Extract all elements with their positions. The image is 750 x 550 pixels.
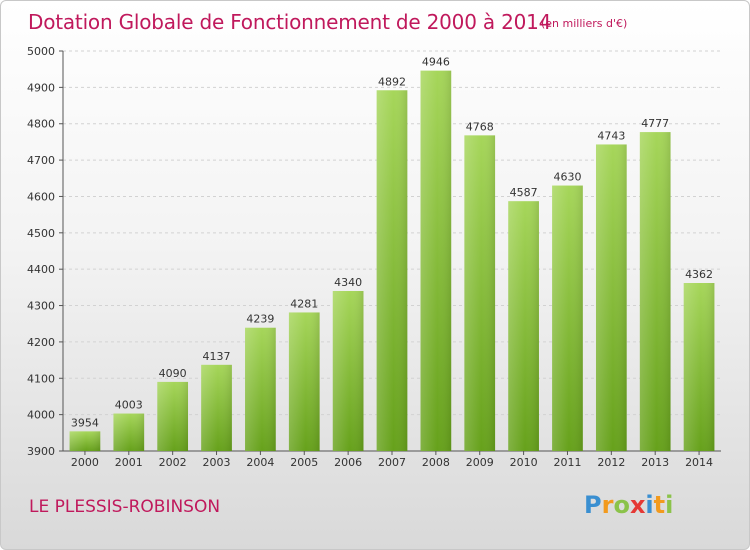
x-tick-label: 2001 <box>115 456 143 469</box>
chart-subtitle: (en milliers d'€) <box>541 17 628 30</box>
y-tick-label: 4100 <box>27 372 55 385</box>
bar-shade <box>157 381 189 451</box>
x-tick-label: 2010 <box>510 456 538 469</box>
y-tick-label: 4000 <box>27 409 55 422</box>
bar-value-label: 4362 <box>685 268 713 281</box>
bar-value-label: 4630 <box>553 171 581 184</box>
y-tick-label: 4600 <box>27 190 55 203</box>
y-tick-label: 4700 <box>27 154 55 167</box>
bar-value-label: 4137 <box>203 350 231 363</box>
town-name: LE PLESSIS-ROBINSON <box>29 497 221 517</box>
bar-value-label: 4777 <box>641 117 669 130</box>
bar-value-label: 4892 <box>378 75 406 88</box>
bar-shade <box>683 283 715 451</box>
x-tick-label: 2012 <box>597 456 625 469</box>
bar-shade <box>420 70 452 452</box>
y-tick-label: 3900 <box>27 445 55 458</box>
value-labels: 3954 4003 4090 4137 4239 4281 4340 4892 4946 4768… <box>71 56 713 430</box>
bar-value-label: 3954 <box>71 416 99 429</box>
bar-value-label: 4768 <box>466 120 494 133</box>
x-tick-label: 2011 <box>553 456 581 469</box>
bar-shade <box>376 90 408 451</box>
bar-value-label: 4281 <box>290 297 318 310</box>
x-tick-label: 2007 <box>378 456 406 469</box>
y-tick-labels: 3900 4000 4100 4200 4300 4400 4500 4600 4700 4800… <box>27 45 55 458</box>
y-tick-label: 4400 <box>27 263 55 276</box>
proxiti-logo[interactable]: Proxiti <box>584 491 674 519</box>
bar-shade <box>332 291 364 451</box>
bar-value-label: 4003 <box>115 399 143 412</box>
bars <box>69 70 715 452</box>
x-tick-label: 2013 <box>641 456 669 469</box>
x-tick-label: 2003 <box>203 456 231 469</box>
bar-shade <box>245 327 276 451</box>
bar-value-label: 4587 <box>510 186 538 199</box>
y-tick-label: 4500 <box>27 227 55 240</box>
bar-shade <box>595 144 627 452</box>
bar-value-label: 4743 <box>597 129 625 142</box>
bar-shade <box>552 185 583 451</box>
x-tick-label: 2005 <box>290 456 318 469</box>
x-tick-label: 2002 <box>159 456 187 469</box>
bar-shade <box>69 431 101 451</box>
x-tick-label: 2006 <box>334 456 362 469</box>
x-tick-label: 2008 <box>422 456 450 469</box>
x-tick-label: 2009 <box>466 456 494 469</box>
x-tick-label: 2004 <box>246 456 274 469</box>
x-tick-labels: 2000 2001 2002 2003 2004 2005 2006 2007 2008 2009… <box>71 451 713 469</box>
y-tick-label: 5000 <box>27 45 55 58</box>
y-tick-label: 4900 <box>27 81 55 94</box>
bar-shade <box>508 201 539 451</box>
bar-shade <box>639 132 671 451</box>
bar-value-label: 4239 <box>246 313 274 326</box>
bar-value-label: 4090 <box>159 367 187 380</box>
bar-shade <box>201 364 232 451</box>
bar-value-label: 4340 <box>334 276 362 289</box>
y-tick-label: 4800 <box>27 118 55 131</box>
y-tick-label: 4200 <box>27 336 55 349</box>
bar-shade <box>464 135 496 451</box>
x-tick-label: 2000 <box>71 456 99 469</box>
bar-value-label: 4946 <box>422 56 450 69</box>
bar-shade <box>113 413 145 451</box>
x-tick-label: 2014 <box>685 456 713 469</box>
chart-title: Dotation Globale de Fonctionnement de 20… <box>28 10 552 34</box>
y-tick-label: 4300 <box>27 300 55 313</box>
bar-shade <box>288 312 320 451</box>
